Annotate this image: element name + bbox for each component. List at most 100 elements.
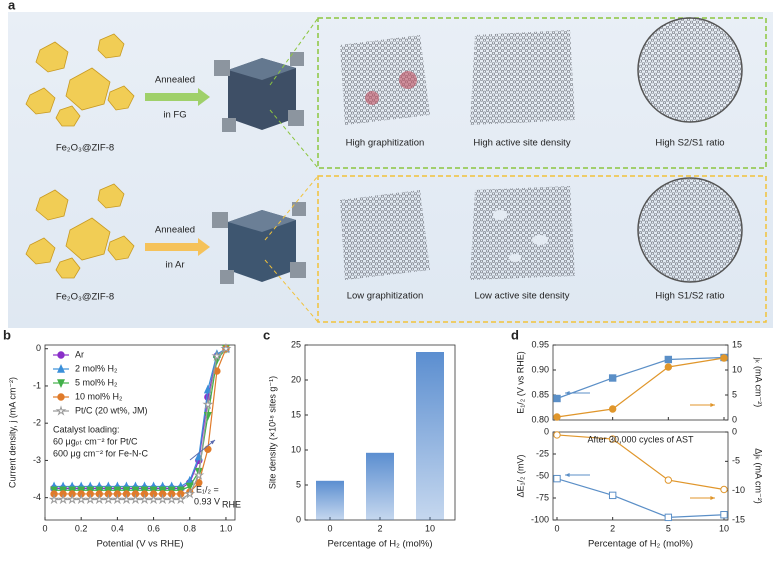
- x-tick-label: 10: [425, 523, 435, 533]
- marker: [148, 493, 160, 505]
- y2-tick-label: 15: [732, 339, 742, 349]
- arrow-head: [710, 496, 715, 500]
- y-tick-label: 0.90: [531, 364, 549, 374]
- x-tick-label: 2: [377, 523, 382, 533]
- panel-a: a: [8, 0, 773, 328]
- bar: [366, 452, 394, 520]
- arrow-head: [710, 403, 715, 407]
- plot-frame: [552, 344, 729, 421]
- marker: [608, 374, 617, 382]
- process-label: in Ar: [165, 260, 184, 271]
- y-tick-label: 0: [296, 514, 301, 524]
- marker: [211, 350, 223, 361]
- y-tick-label: -4: [33, 492, 41, 502]
- x-tick-label: 0.6: [147, 523, 160, 533]
- marker: [664, 476, 673, 484]
- y-tick-label: 5: [296, 479, 301, 489]
- marker: [93, 493, 105, 505]
- marker: [120, 493, 132, 505]
- y-tick-label: 10: [291, 444, 301, 454]
- precursor-label: Fe₂O₃@ZIF-8: [56, 292, 114, 303]
- y-axis-label: Current density, j (mA cm⁻²): [7, 377, 17, 488]
- y-axis-label: E₁/₂ (V vs RHE): [515, 351, 525, 414]
- graphene-illustrations: [340, 17, 743, 283]
- marker: [111, 493, 123, 505]
- marker: [202, 398, 214, 410]
- marker: [48, 493, 60, 505]
- annotation: 0.93 V: [194, 496, 220, 506]
- y-tick-label: 20: [291, 374, 301, 384]
- marker: [55, 405, 67, 416]
- y2-axis-label: jₖ (mA cm⁻²): [754, 357, 764, 408]
- annotation: After 30,000 cycles of AST: [587, 434, 694, 444]
- result-label: High S2/S1 ratio: [655, 138, 724, 149]
- y-tick-label: 0.95: [531, 339, 549, 349]
- result-label: Low graphitization: [347, 291, 424, 302]
- marker: [220, 342, 232, 354]
- x-axis-label: Potential (V vs RHE): [96, 539, 183, 550]
- process-label: in FG: [163, 110, 186, 121]
- x-tick-label: 5: [666, 523, 671, 533]
- panel-label: c: [263, 327, 270, 342]
- marker: [608, 435, 617, 443]
- legend-label: 10 mol% H₂: [75, 391, 123, 401]
- y-tick-label: -1: [33, 380, 41, 390]
- annotation: RHE: [222, 499, 241, 509]
- marker: [664, 355, 673, 364]
- marker: [553, 394, 561, 403]
- legend-label: Pt/C (20 wt%, JM): [75, 405, 148, 415]
- marker: [608, 491, 617, 500]
- process-label: Annealed: [155, 225, 195, 236]
- bar: [416, 352, 444, 520]
- y2-tick-label: 0: [732, 414, 737, 424]
- x-axis-label: Percentage of H₂ (mol%): [588, 539, 693, 550]
- arrow-head: [565, 473, 570, 477]
- panel-label: a: [8, 0, 16, 12]
- x-tick-label: 0: [554, 523, 559, 533]
- y-tick-label: -3: [33, 455, 41, 465]
- result-label: High active site density: [473, 138, 570, 149]
- legend-label: 5 mol% H₂: [75, 377, 118, 387]
- marker: [175, 493, 187, 505]
- crystals: [25, 33, 135, 279]
- bar: [316, 480, 344, 520]
- y-tick-label: 25: [291, 339, 301, 349]
- x-tick-label: 2: [610, 523, 615, 533]
- marker: [553, 413, 561, 421]
- arrows: [145, 88, 210, 256]
- arrow: [189, 439, 216, 461]
- plot-frame: [44, 344, 236, 521]
- y2-tick-label: -5: [732, 456, 740, 466]
- y2-tick-label: 5: [732, 389, 737, 399]
- series-line: [556, 356, 725, 400]
- legend-label: Ar: [75, 349, 84, 359]
- marker: [57, 379, 65, 389]
- marker: [720, 485, 728, 494]
- marker: [664, 513, 673, 522]
- marker: [203, 384, 212, 394]
- dashed-box: [317, 175, 767, 323]
- x-tick-label: 0: [42, 523, 47, 533]
- y-axis-label: Site density (×10¹⁸ sites g⁻¹): [267, 376, 277, 489]
- x-tick-label: 0.2: [75, 523, 88, 533]
- marker: [553, 474, 561, 483]
- y-tick-label: 0.85: [531, 389, 549, 399]
- y-tick-label: 0: [544, 426, 549, 436]
- marker: [130, 493, 141, 505]
- marker: [166, 493, 178, 505]
- marker: [185, 482, 194, 492]
- x-tick-label: 0.4: [111, 523, 124, 533]
- marker: [720, 511, 728, 519]
- annotation: Catalyst loading:: [53, 424, 120, 434]
- y-tick-label: -75: [536, 492, 549, 502]
- arrow-head: [210, 440, 215, 445]
- marker: [57, 351, 65, 359]
- series-line: [556, 478, 725, 518]
- x-axis-label: Percentage of H₂ (mol%): [327, 539, 432, 550]
- y-axis-label: ΔE₁/₂ (mV): [515, 454, 525, 497]
- series-line: [556, 357, 725, 418]
- y-tick-label: 0: [36, 343, 41, 353]
- marker: [608, 405, 617, 413]
